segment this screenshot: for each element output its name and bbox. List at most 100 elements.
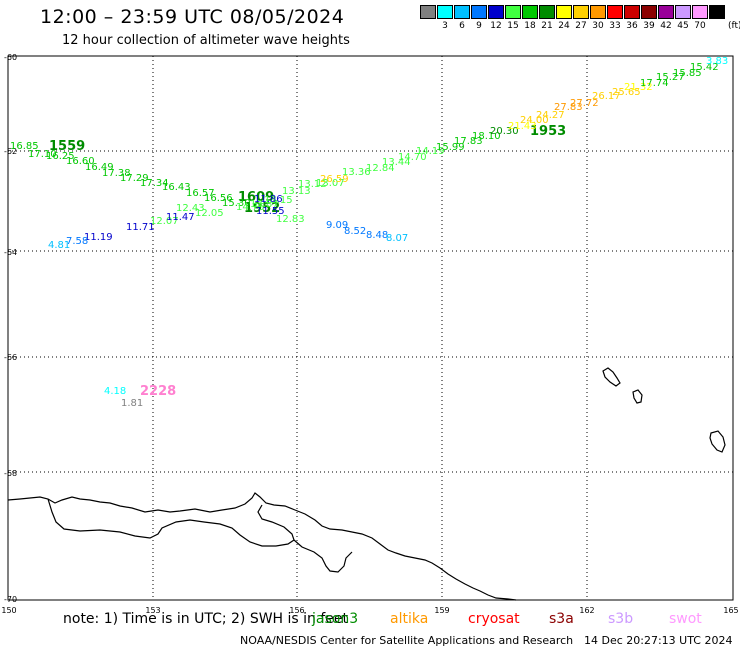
legend-label: 27 [575,21,587,31]
map-subtitle: 12 hour collection of altimeter wave hei… [62,33,350,48]
wave-height-label: 11.19 [84,232,113,243]
legend-swatch [573,5,589,19]
coast-bay [293,539,353,573]
legend-label: 21 [541,21,553,31]
wave-height-label: 17.83 [454,136,483,147]
wave-height-label: 20.30 [490,126,519,137]
satellite-legend-item: s3b [608,611,634,627]
lat-label: -68 [4,469,17,478]
wave-height-label: 13.15 [264,195,293,206]
antarctic-coastline [7,492,517,601]
wave-height-label: 11.71 [126,222,155,233]
legend-swatch [454,5,470,19]
wave-height-label: 1.81 [121,398,143,409]
wave-height-label: 16.49 [85,162,114,173]
wave-height-label: 12.84 [366,163,395,174]
legend-swatch [471,5,487,19]
satellite-legend-item: swot [669,611,702,627]
wave-height-label: 15.27 [656,72,685,83]
graticule [8,56,733,600]
wave-height-label: 12.05 [195,208,224,219]
wave-height-label: 17.34 [140,178,169,189]
wave-height-label: 26.17 [592,91,621,102]
legend-swatch [539,5,555,19]
lon-label: 165 [723,606,738,615]
wave-height-label: 24.00 [520,115,549,126]
legend-swatch [641,5,657,19]
satellite-legend-item: jason3 [312,611,359,627]
legend-swatch [522,5,538,19]
wave-height-label: 15.99 [436,142,465,153]
wave-height-label: 17.38 [102,168,131,179]
wave-height-label: 3.83 [706,56,728,67]
legend-swatch [709,5,725,19]
wave-height-label: 11.47 [166,212,195,223]
lon-label: 150 [1,606,16,615]
legend-unit: (ft) [728,21,740,31]
wave-height-label: 14.75 [236,202,265,213]
lat-label: -66 [4,353,17,362]
wave-height-label: 4.18 [104,386,126,397]
wave-height-label: 21.43 [508,121,537,132]
legend-label: 6 [459,21,465,31]
legend-swatch [420,5,436,19]
wave-height-label: 27.72 [570,98,599,109]
legend-swatch [556,5,572,19]
legend-swatch [675,5,691,19]
wave-height-label: 4.81 [48,240,70,251]
island [602,367,621,387]
wave-height-label: 13.13 [282,186,311,197]
wave-height-label: 26.59 [320,174,349,185]
wave-height-label: 11.86 [254,194,283,205]
lat-label: -60 [4,53,17,62]
pass-time-label: 1609 [238,190,274,205]
wave-height-label: 16.85 [10,141,39,152]
wave-height-label: 8.52 [344,226,366,237]
lon-label: 162 [579,606,594,615]
legend-label: 3 [442,21,448,31]
legend-label: 12 [490,21,502,31]
wave-height-label: 13.36 [342,167,371,178]
wave-height-label: 13.87 [250,199,279,210]
legend-swatch [437,5,453,19]
legend-label: 15 [507,21,519,31]
wave-height-label: 17.10 [28,149,57,160]
pass-time-label: 1559 [49,139,85,154]
coast-inlet [47,498,295,547]
legend-label: 70 [694,21,706,31]
lon-label: 159 [434,606,449,615]
wave-height-label: 8.48 [366,230,388,241]
satellite-legend-item: cryosat [468,611,520,627]
lat-label: -62 [4,147,17,156]
wave-height-label: 11.55 [256,206,285,217]
satellite-legend-item: s3a [549,611,574,627]
map-title: 12:00 – 23:59 UTC 08/05/2024 [40,6,345,28]
wave-height-label: 8.07 [386,233,408,244]
wave-height-label: 15.85 [673,68,702,79]
wave-height-label: 12.43 [176,203,205,214]
pass-time-label: 1952 [244,201,280,216]
map-frame [7,55,734,601]
island [632,389,643,404]
legend-label: 36 [626,21,638,31]
wave-height-label: 16.25 [46,151,75,162]
wave-height-label: 18.10 [472,131,501,142]
wave-height-label: 21.32 [624,82,653,93]
wave-height-label: 13.07 [316,178,345,189]
wave-height-label: 17.29 [120,173,149,184]
generation-timestamp: 14 Dec 20:27:13 UTC 2024 [584,634,733,647]
wave-height-label: 16.57 [186,188,215,199]
legend-swatch [488,5,504,19]
legend-swatch [624,5,640,19]
latitude-labels: -60 -62 -64 -66 -68 -70 [4,53,17,604]
wave-height-label: 14.19 [416,146,445,157]
legend-label: 33 [609,21,621,31]
legend-swatch [505,5,521,19]
lon-label: 153 [145,606,160,615]
wave-height-label: 16.60 [66,156,95,167]
legend-label: 30 [592,21,604,31]
wave-height-label: 15.42 [690,62,719,73]
wave-height-label: 15.30 [222,198,251,209]
credit-line: NOAA/NESDIS Center for Satellite Applica… [240,634,574,647]
